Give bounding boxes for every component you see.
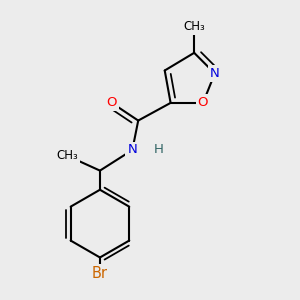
Text: N: N bbox=[128, 143, 137, 157]
Text: O: O bbox=[106, 96, 117, 110]
Text: H: H bbox=[154, 143, 164, 157]
Text: CH₃: CH₃ bbox=[57, 149, 78, 162]
Text: N: N bbox=[210, 67, 220, 80]
Text: CH₃: CH₃ bbox=[183, 20, 205, 33]
Text: Br: Br bbox=[92, 266, 108, 281]
Text: O: O bbox=[198, 96, 208, 110]
